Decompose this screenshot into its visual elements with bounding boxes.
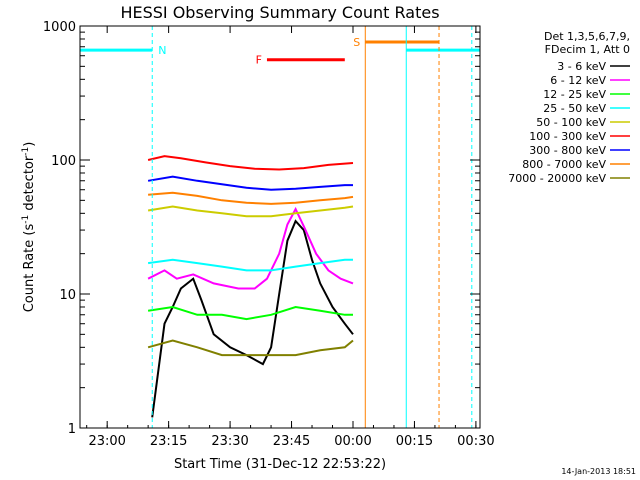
- legend-label-100-300-kev: 100 - 300 keV: [529, 130, 606, 143]
- legend-header-0: Det 1,3,5,6,7,9,: [544, 30, 630, 43]
- x-axis-ticks: 23:00 23:15 23:30 23:45 00:00 00:15 00:30: [86, 26, 495, 449]
- legend-label-6-12-kev: 6 - 12 keV: [550, 74, 606, 87]
- legend-label-7000-20000-kev: 7000 - 20000 keV: [508, 172, 606, 185]
- series-line-50-100-kev: [147, 205, 354, 218]
- x-tick-label-3: 23:45: [273, 434, 310, 449]
- x-tick-label-6: 00:30: [457, 434, 494, 449]
- series-line-12-25-kev: [147, 305, 353, 321]
- y-axis-ticks: 1 10 100 1000: [43, 20, 480, 437]
- legend-header-1: FDecim 1, Att 0: [545, 43, 630, 56]
- flag-label-s: S: [353, 36, 360, 49]
- y-tick-label-1: 10: [59, 288, 76, 303]
- series-layer: [147, 155, 354, 418]
- timestamp-stamp: 14-Jan-2013 18:51: [561, 467, 636, 476]
- plot-frame: [79, 25, 481, 429]
- legend-label-300-800-kev: 300 - 800 keV: [529, 144, 606, 157]
- vlines-layer: [151, 26, 473, 428]
- y-tick-label-2: 100: [51, 154, 76, 169]
- legend-label-25-50-kev: 25 - 50 keV: [543, 102, 606, 115]
- series-line-300-800-kev: [147, 175, 353, 191]
- series-line-25-50-kev: [147, 258, 353, 272]
- series-line-3-6-kev: [151, 219, 354, 418]
- x-tick-label-0: 23:00: [88, 434, 125, 449]
- series-line-800-7000-kev: [148, 191, 354, 205]
- x-tick-label-1: 23:15: [150, 434, 187, 449]
- x-tick-label-5: 00:15: [396, 434, 433, 449]
- y-tick-label-3: 1000: [43, 20, 76, 35]
- series-line-7000-20000-kev: [147, 339, 354, 357]
- x-axis-label: Start Time (31-Dec-12 22:53:22): [174, 457, 386, 472]
- series-line-6-12-kev: [147, 206, 354, 290]
- legend-label-12-25-kev: 12 - 25 keV: [543, 88, 606, 101]
- y-axis-label: Count Rate (s-1 detector-1): [21, 142, 37, 313]
- flag-label-f: F: [256, 54, 262, 67]
- series-line-100-300-kev: [147, 155, 354, 171]
- x-tick-label-2: 23:30: [211, 434, 248, 449]
- flags-layer: N F S: [80, 36, 480, 67]
- chart-title: HESSI Observing Summary Count Rates: [120, 3, 439, 22]
- legend-label-800-7000-kev: 800 - 7000 keV: [522, 158, 606, 171]
- y-tick-label-0: 1: [68, 422, 76, 437]
- legend-label-3-6-kev: 3 - 6 keV: [557, 60, 606, 73]
- legend-label-50-100-kev: 50 - 100 keV: [536, 116, 606, 129]
- flag-label-n: N: [158, 44, 166, 57]
- legend: Det 1,3,5,6,7,9,FDecim 1, Att 0 3 - 6 keV…: [508, 30, 630, 185]
- x-tick-label-4: 00:00: [334, 434, 371, 449]
